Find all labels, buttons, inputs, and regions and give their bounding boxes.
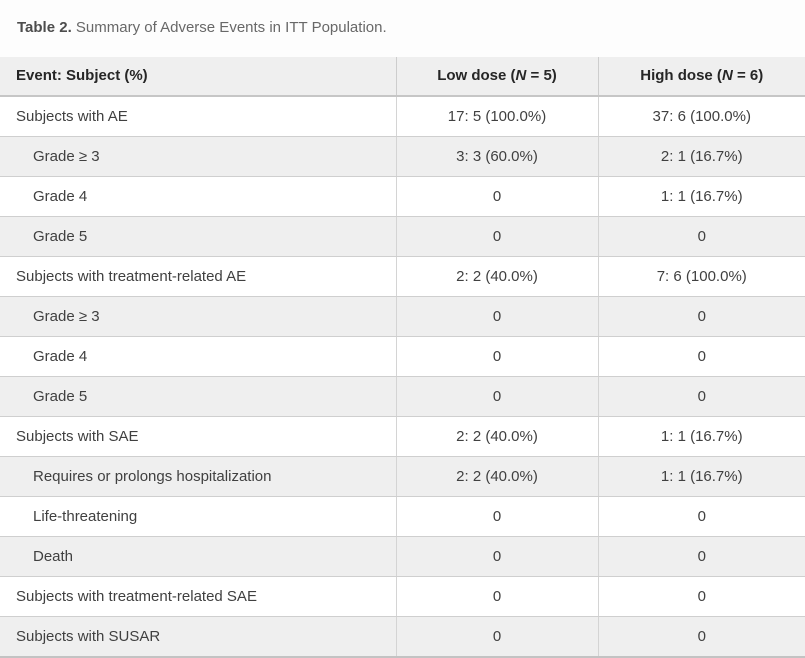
table-row: Subjects with SUSAR 0 0: [0, 616, 805, 658]
high-dose-header-n: N: [721, 67, 733, 84]
low-dose-cell: 0: [395, 616, 598, 658]
table-row: Grade 5 0 0: [0, 216, 805, 257]
high-dose-cell: 1: 1 (16.7%): [597, 456, 805, 497]
event-cell: Life-threatening: [0, 496, 396, 537]
high-dose-cell: 1: 1 (16.7%): [597, 416, 805, 457]
high-dose-header-prefix: High dose (: [640, 67, 722, 84]
event-cell: Requires or prolongs hospitalization: [0, 456, 396, 497]
table-header: Event: Subject (%) Low dose (N = 5) High…: [0, 57, 805, 97]
low-dose-cell: 2: 2 (40.0%): [395, 256, 598, 297]
low-dose-cell: 17: 5 (100.0%): [395, 96, 598, 137]
high-dose-cell: 0: [597, 296, 805, 337]
header-row: Event: Subject (%) Low dose (N = 5) High…: [0, 57, 805, 97]
low-dose-cell: 0: [395, 496, 598, 537]
low-dose-cell: 0: [395, 296, 598, 337]
low-dose-cell: 3: 3 (60.0%): [395, 136, 598, 177]
event-cell: Subjects with SUSAR: [0, 616, 396, 658]
high-dose-cell: 37: 6 (100.0%): [597, 96, 805, 137]
high-dose-cell: 1: 1 (16.7%): [597, 176, 805, 217]
table-caption: Table 2. Summary of Adverse Events in IT…: [0, 0, 805, 57]
table-row: Grade ≥ 3 3: 3 (60.0%) 2: 1 (16.7%): [0, 136, 805, 177]
event-cell: Death: [0, 536, 396, 577]
low-dose-header-prefix: Low dose (: [437, 67, 516, 84]
table-row: Life-threatening 0 0: [0, 496, 805, 537]
high-dose-cell: 0: [597, 496, 805, 537]
high-dose-cell: 0: [597, 216, 805, 257]
event-cell: Grade 4: [0, 176, 396, 217]
event-cell: Grade ≥ 3: [0, 296, 396, 337]
event-cell: Subjects with treatment-related SAE: [0, 576, 396, 617]
table-row: Grade 4 0 0: [0, 336, 805, 377]
high-dose-cell: 7: 6 (100.0%): [597, 256, 805, 297]
table-body: Subjects with AE 17: 5 (100.0%) 37: 6 (1…: [0, 96, 805, 658]
table-caption-label: Table 2.: [17, 19, 72, 36]
low-dose-cell: 0: [395, 536, 598, 577]
event-cell: Grade 4: [0, 336, 396, 377]
event-cell: Grade 5: [0, 376, 396, 417]
adverse-events-table: Event: Subject (%) Low dose (N = 5) High…: [0, 57, 805, 658]
high-dose-header-suffix: = 6): [732, 67, 764, 84]
table-row: Requires or prolongs hospitalization 2: …: [0, 456, 805, 497]
table-row: Grade ≥ 3 0 0: [0, 296, 805, 337]
table-row: Subjects with AE 17: 5 (100.0%) 37: 6 (1…: [0, 96, 805, 137]
table-row: Subjects with treatment-related AE 2: 2 …: [0, 256, 805, 297]
table-row: Grade 4 0 1: 1 (16.7%): [0, 176, 805, 217]
low-dose-cell: 0: [395, 576, 598, 617]
high-dose-cell: 0: [597, 536, 805, 577]
table-row: Subjects with SAE 2: 2 (40.0%) 1: 1 (16.…: [0, 416, 805, 457]
low-dose-cell: 0: [395, 376, 598, 417]
high-dose-cell: 0: [597, 616, 805, 658]
low-dose-cell: 2: 2 (40.0%): [395, 416, 598, 457]
high-dose-cell: 0: [597, 576, 805, 617]
table-caption-text: Summary of Adverse Events in ITT Populat…: [75, 19, 387, 36]
high-dose-cell: 0: [597, 376, 805, 417]
event-cell: Subjects with AE: [0, 96, 396, 137]
high-dose-cell: 2: 1 (16.7%): [597, 136, 805, 177]
event-cell: Subjects with SAE: [0, 416, 396, 457]
column-header-event: Event: Subject (%): [0, 57, 396, 97]
low-dose-cell: 0: [395, 336, 598, 377]
low-dose-cell: 2: 2 (40.0%): [395, 456, 598, 497]
low-dose-cell: 0: [395, 176, 598, 217]
low-dose-cell: 0: [395, 216, 598, 257]
low-dose-header-suffix: = 5): [526, 67, 557, 84]
event-cell: Subjects with treatment-related AE: [0, 256, 396, 297]
column-header-high-dose: High dose (N = 6): [597, 57, 805, 97]
column-header-low-dose: Low dose (N = 5): [395, 57, 598, 97]
event-cell: Grade ≥ 3: [0, 136, 396, 177]
table-row: Death 0 0: [0, 536, 805, 577]
low-dose-header-n: N: [515, 67, 527, 84]
high-dose-cell: 0: [597, 336, 805, 377]
table-row: Subjects with treatment-related SAE 0 0: [0, 576, 805, 617]
event-cell: Grade 5: [0, 216, 396, 257]
table-row: Grade 5 0 0: [0, 376, 805, 417]
